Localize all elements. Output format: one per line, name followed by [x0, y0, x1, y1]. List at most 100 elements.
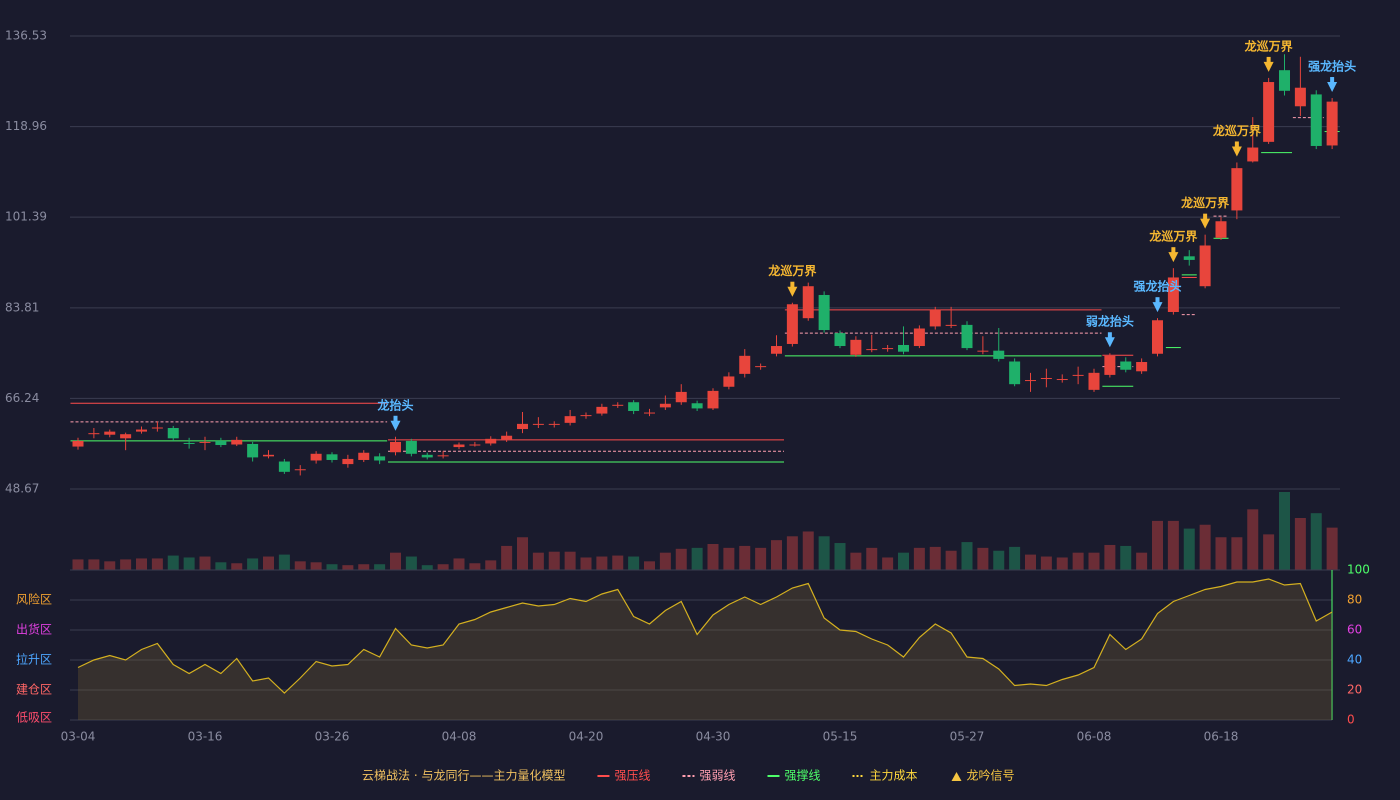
candle-body	[691, 403, 703, 409]
candle-body	[1199, 245, 1211, 287]
candle-body	[1215, 221, 1227, 238]
y-tick-label: 66.24	[5, 391, 39, 405]
volume-bar	[596, 556, 608, 570]
candle-body	[1294, 87, 1306, 107]
y2-tick-label: 100	[1347, 563, 1370, 577]
signal-arrow	[787, 286, 798, 297]
volume-bar	[1040, 556, 1052, 570]
candle-body	[1025, 380, 1036, 382]
candle-body	[1104, 355, 1116, 375]
volume-bar	[945, 550, 957, 570]
volume-bar	[723, 547, 735, 570]
candle-body	[1167, 277, 1179, 312]
signal-label: 龙巡万界	[1149, 229, 1197, 244]
y2-tick-label: 80	[1347, 593, 1362, 607]
volume-bar	[374, 564, 386, 570]
y2-tick-label: 0	[1347, 713, 1355, 727]
volume-bar	[1215, 537, 1227, 570]
candle-body	[1310, 94, 1322, 146]
x-tick-label: 03-16	[188, 730, 223, 744]
candle-body	[1152, 320, 1163, 354]
candle-body	[374, 456, 386, 461]
volume-bar	[88, 559, 100, 570]
volume-bar	[1088, 552, 1100, 570]
candle-body	[151, 427, 163, 429]
volume-bar	[1104, 544, 1116, 570]
volume-bar	[977, 547, 989, 570]
candle-body	[1056, 379, 1068, 381]
signal-label: 强龙抬头	[1133, 279, 1181, 294]
volume-bar	[961, 542, 973, 570]
volume-bar	[120, 559, 132, 570]
volume-bar	[1263, 534, 1275, 570]
zone-label: 建仓区	[16, 683, 52, 697]
candle-body	[215, 440, 227, 446]
volume-bar	[1247, 509, 1259, 570]
volume-bar	[247, 558, 259, 570]
candle-body	[929, 309, 941, 327]
y-tick-label: 83.81	[5, 300, 39, 314]
candle-body	[564, 416, 576, 423]
volume-bar	[231, 563, 243, 570]
y2-tick-label: 20	[1347, 683, 1362, 697]
y-tick-label: 48.67	[5, 482, 39, 496]
candle-body	[1183, 256, 1195, 260]
volume-bar	[199, 556, 211, 570]
legend-label: 强弱线	[699, 769, 735, 783]
candle-body	[342, 458, 354, 465]
candle-body	[421, 454, 433, 458]
volume-bar	[136, 558, 147, 570]
signal-label: 龙巡万界	[1245, 38, 1293, 53]
zone-label: 出货区	[16, 622, 52, 637]
signal-label: 龙巡万界	[1213, 123, 1261, 138]
candle-body	[136, 429, 147, 432]
signal-label: 龙巡万界	[768, 263, 816, 278]
candle-body	[659, 403, 671, 408]
candle-body	[882, 348, 894, 350]
candle-body	[1326, 101, 1338, 146]
candle-body	[993, 350, 1005, 359]
signal-arrow	[1104, 337, 1115, 348]
candle-body	[945, 324, 957, 326]
candle-body	[739, 355, 751, 374]
candle-body	[628, 402, 640, 411]
candle-body	[977, 350, 989, 352]
volume-bar	[1120, 545, 1132, 570]
candle-body	[326, 454, 338, 460]
signal-arrow	[1327, 82, 1338, 93]
volume-bar	[1310, 513, 1322, 570]
volume-bar	[993, 550, 1005, 570]
zone-label: 低吸区	[16, 711, 52, 725]
volume-bar	[469, 563, 481, 570]
volume-bar	[485, 560, 497, 570]
volume-bar	[866, 547, 878, 570]
signal-stem	[1171, 247, 1176, 254]
signal-stem	[1330, 77, 1335, 84]
volume-bar	[215, 562, 227, 570]
volume-bar	[358, 564, 370, 570]
signal-stem	[1107, 332, 1112, 339]
volume-bar	[1294, 518, 1306, 570]
candle-body	[866, 349, 878, 351]
volume-bar	[644, 561, 655, 570]
candle-body	[707, 390, 719, 409]
candle-body	[644, 412, 655, 414]
candle-body	[834, 333, 846, 347]
volume-bar	[850, 552, 862, 570]
volume-bar	[151, 558, 163, 570]
zone-label: 拉升区	[16, 652, 52, 667]
candle-body	[1136, 362, 1148, 372]
candle-body	[167, 428, 179, 439]
candle-body	[405, 440, 417, 454]
candle-body	[501, 435, 513, 440]
y2-tick-label: 60	[1347, 623, 1362, 637]
candle-body	[1009, 361, 1021, 385]
candle-body	[961, 324, 973, 349]
candle-body	[802, 286, 814, 319]
volume-bar	[1167, 520, 1179, 570]
volume-bar	[548, 551, 560, 570]
volume-bar	[390, 552, 401, 570]
x-tick-label: 03-04	[61, 730, 96, 744]
x-tick-label: 04-30	[696, 730, 731, 744]
candle-body	[818, 294, 830, 331]
